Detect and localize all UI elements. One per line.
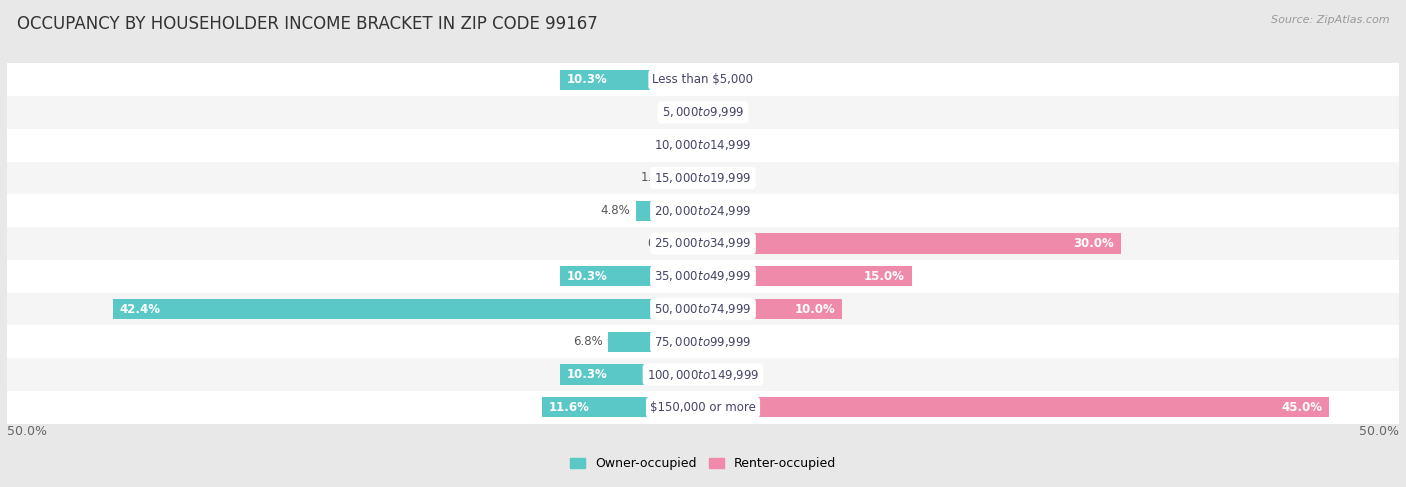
Text: 10.0%: 10.0% <box>794 302 835 316</box>
Bar <box>112 299 703 319</box>
Text: $75,000 to $99,999: $75,000 to $99,999 <box>654 335 752 349</box>
Bar <box>7 194 1399 227</box>
Bar <box>7 358 1399 391</box>
Bar <box>703 397 1330 417</box>
Bar <box>7 129 1399 162</box>
Text: $35,000 to $49,999: $35,000 to $49,999 <box>654 269 752 283</box>
Text: $25,000 to $34,999: $25,000 to $34,999 <box>654 237 752 250</box>
Bar <box>609 332 703 352</box>
Text: 1.9%: 1.9% <box>641 171 671 185</box>
Text: 0.0%: 0.0% <box>710 335 740 348</box>
Bar <box>703 233 1121 254</box>
Text: Source: ZipAtlas.com: Source: ZipAtlas.com <box>1271 15 1389 25</box>
Text: 0.0%: 0.0% <box>710 204 740 217</box>
Bar <box>676 168 703 188</box>
Bar <box>7 63 1399 96</box>
Text: 10.3%: 10.3% <box>567 368 607 381</box>
Bar <box>636 201 703 221</box>
Text: $15,000 to $19,999: $15,000 to $19,999 <box>654 171 752 185</box>
Bar <box>7 391 1399 424</box>
Text: 11.6%: 11.6% <box>548 401 589 414</box>
Text: 0.96%: 0.96% <box>647 237 685 250</box>
Text: 15.0%: 15.0% <box>863 270 905 283</box>
Bar <box>7 227 1399 260</box>
Text: 45.0%: 45.0% <box>1281 401 1323 414</box>
Bar <box>7 293 1399 325</box>
Bar <box>703 266 912 286</box>
Bar <box>7 96 1399 129</box>
Text: $50,000 to $74,999: $50,000 to $74,999 <box>654 302 752 316</box>
Bar <box>689 233 703 254</box>
Text: $150,000 or more: $150,000 or more <box>650 401 756 414</box>
Text: 0.0%: 0.0% <box>710 368 740 381</box>
Text: 30.0%: 30.0% <box>1073 237 1114 250</box>
Text: 0.64%: 0.64% <box>651 139 689 152</box>
Bar <box>560 266 703 286</box>
Text: $100,000 to $149,999: $100,000 to $149,999 <box>647 368 759 381</box>
Legend: Owner-occupied, Renter-occupied: Owner-occupied, Renter-occupied <box>565 452 841 475</box>
Text: 50.0%: 50.0% <box>1360 425 1399 438</box>
Bar <box>560 70 703 90</box>
Text: $20,000 to $24,999: $20,000 to $24,999 <box>654 204 752 218</box>
Text: 0.0%: 0.0% <box>710 106 740 119</box>
Text: 0.0%: 0.0% <box>710 171 740 185</box>
Text: OCCUPANCY BY HOUSEHOLDER INCOME BRACKET IN ZIP CODE 99167: OCCUPANCY BY HOUSEHOLDER INCOME BRACKET … <box>17 15 598 33</box>
Text: 0.0%: 0.0% <box>710 139 740 152</box>
Bar <box>695 135 703 155</box>
Text: 0.0%: 0.0% <box>666 106 696 119</box>
Text: 42.4%: 42.4% <box>120 302 160 316</box>
Bar <box>7 325 1399 358</box>
Bar <box>7 162 1399 194</box>
Text: $5,000 to $9,999: $5,000 to $9,999 <box>662 106 744 119</box>
Text: 50.0%: 50.0% <box>7 425 46 438</box>
Text: 4.8%: 4.8% <box>600 204 631 217</box>
Bar <box>7 260 1399 293</box>
Bar <box>560 364 703 385</box>
Text: 10.3%: 10.3% <box>567 73 607 86</box>
Text: 10.3%: 10.3% <box>567 270 607 283</box>
Bar <box>703 299 842 319</box>
Text: Less than $5,000: Less than $5,000 <box>652 73 754 86</box>
Text: 0.0%: 0.0% <box>710 73 740 86</box>
Bar <box>541 397 703 417</box>
Text: $10,000 to $14,999: $10,000 to $14,999 <box>654 138 752 152</box>
Text: 6.8%: 6.8% <box>574 335 603 348</box>
